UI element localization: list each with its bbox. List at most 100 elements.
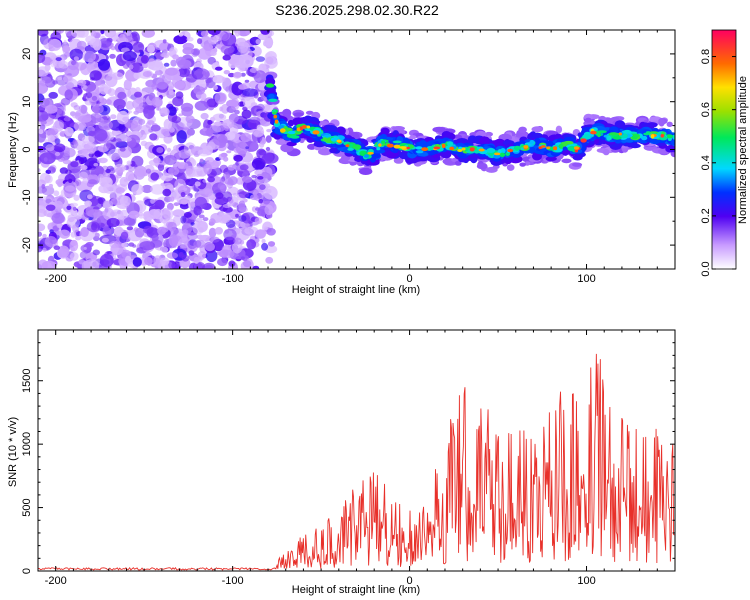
ridge-blob [561,158,572,164]
noise-blob [147,105,156,111]
noise-blob [48,183,54,188]
noise-blob [171,116,182,124]
noise-blob [219,106,224,112]
noise-blob [87,179,98,185]
ridge-blob [532,132,543,138]
noise-blob [147,61,155,70]
ridge-blob [409,135,417,140]
noise-blob [240,256,245,260]
noise-blob [150,172,159,181]
noise-blob [240,132,251,143]
noise-blob [174,178,186,191]
top-x-ticks: -200 -100 0 100 [37,30,676,285]
y-tick-label: -10 [21,189,33,205]
noise-blob [62,45,71,53]
bottom-x-axis-label: Height of straight line (km) [292,584,420,596]
noise-blob [202,262,216,269]
noise-blob [253,129,264,137]
ridge-peak [421,147,429,152]
noise-blob [193,68,210,80]
noise-blob [162,39,167,44]
ridge-peak [274,119,279,124]
noise-blob [200,112,209,120]
noise-blob [164,154,177,166]
noise-blob [85,35,96,44]
noise-blob [46,129,56,137]
noise-blob [245,223,251,228]
ridge-peak [461,147,466,151]
noise-blob [63,185,77,198]
noise-blob [245,146,249,150]
noise-blob [78,171,88,180]
noise-blob [83,246,87,250]
y-tick-label: -20 [21,237,33,253]
ridge-core [606,135,612,141]
noise-blob [233,30,241,34]
noise-blob [160,173,174,182]
noise-blob [105,99,112,105]
noise-blob [202,217,209,222]
noise-blob [72,206,77,211]
top-y-axis-label: Frequency (Hz) [7,112,19,188]
noise-blob [125,100,135,110]
y-tick-label: 0 [21,146,33,152]
noise-blob [43,157,48,162]
noise-blob [39,172,51,184]
noise-blob [38,263,43,269]
noise-blob [222,191,233,203]
noise-blob [156,77,169,90]
noise-blob [242,176,253,183]
noise-blob [103,207,115,221]
noise-blob [94,129,108,142]
noise-blob [177,162,185,169]
noise-blob [265,41,271,46]
noise-blob [53,143,66,153]
noise-blob [207,119,213,125]
ridge-peak [457,149,463,152]
noise-blob [141,184,153,194]
noise-blob [193,166,203,172]
noise-blob [98,120,113,131]
noise-blob [242,88,258,97]
noise-blob [249,141,259,151]
noise-blob [233,237,242,245]
ridge-peak [399,146,407,149]
noise-blob [153,157,161,164]
noise-blob [93,162,99,167]
noise-blob [62,159,72,165]
noise-blob [75,236,82,241]
noise-blob [105,168,111,174]
colorbar-label: Normalized spectral amplitude [737,76,749,224]
noise-blob [57,76,63,81]
ridge-core [645,131,651,134]
ridge-core [381,140,386,145]
ridge-blob [287,119,295,127]
noise-blob [76,40,87,50]
noise-blob [196,234,204,240]
ridge-peak [378,143,382,147]
noise-blob [222,76,227,82]
ridge-core [363,154,370,158]
noise-blob [253,70,267,84]
noise-blob [188,250,195,256]
ridge-core [558,143,564,149]
ridge-core [265,83,275,88]
noise-blob [125,255,132,263]
colorbar-tick-label: 0.6 [700,102,712,117]
ridge-peak [478,148,485,152]
noise-blob [214,92,227,105]
noise-blob [38,76,52,87]
noise-blob [226,180,234,189]
x-tick-label: 0 [407,273,413,285]
noise-blob [89,196,104,210]
bottom-panel: -200 -100 0 100 0 500 1000 1500 Height of stra… [7,329,676,596]
ridge-core [415,150,424,154]
noise-blob [212,113,227,122]
ridge-core [268,98,278,103]
ridge-core [493,154,501,159]
noise-blob [258,149,267,156]
noise-blob [94,151,102,157]
ridge-blob [572,162,583,167]
noise-blob [56,223,63,229]
ridge-peak [433,146,441,150]
